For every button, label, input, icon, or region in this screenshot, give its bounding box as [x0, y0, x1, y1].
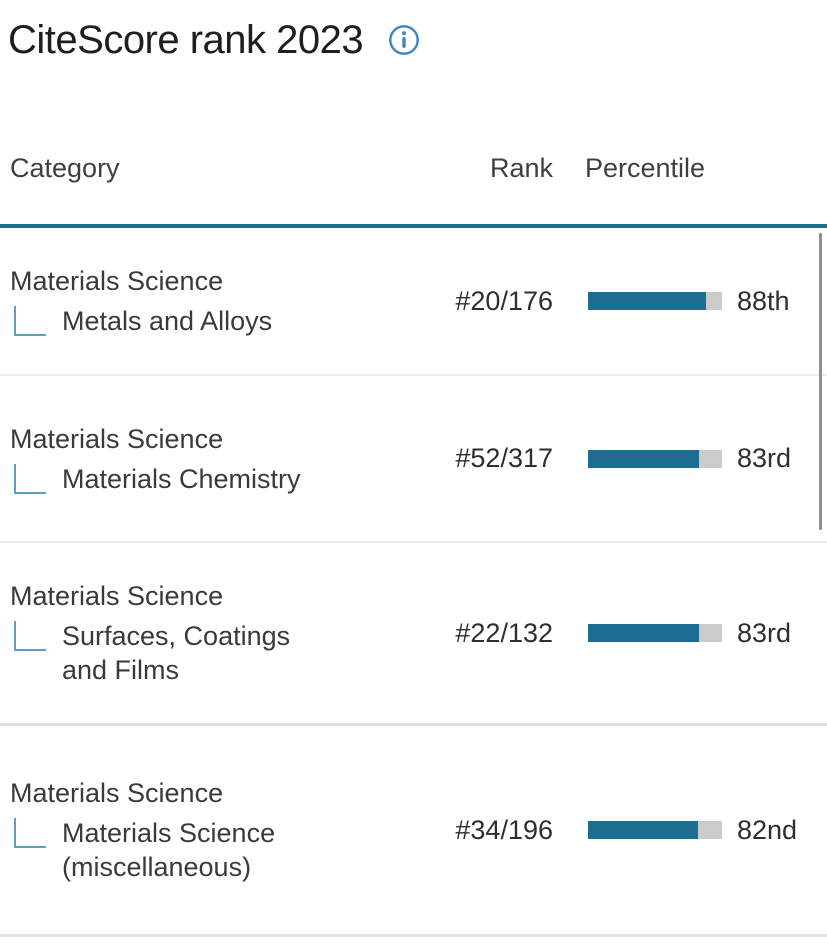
rank-value: #52/317: [455, 443, 553, 473]
tree-connector-icon: [14, 306, 46, 336]
subcategory-label: Surfaces, Coatings and Films: [62, 621, 291, 685]
rank-value: #20/176: [455, 285, 553, 316]
parent-category-label: Materials Science: [10, 581, 224, 611]
page-title: CiteScore rank 2023: [8, 18, 364, 62]
percentile-cell: 83rd: [553, 618, 827, 649]
tree-connector-icon: [14, 463, 46, 494]
subcategory-label: Materials Science (miscellaneous): [62, 818, 276, 882]
category-cell: Materials Science Metals and Alloys: [0, 264, 440, 338]
percentile-bar-fill: [588, 292, 706, 310]
percentile-bar-track: [588, 449, 722, 468]
category-cell: Materials Science Materials Science (mis…: [0, 776, 440, 884]
percentile-value: 83rd: [737, 443, 792, 473]
percentile-bar-track: [588, 624, 722, 642]
subcategory-label: Metals and Alloys: [62, 306, 273, 336]
subcategory-label: Materials Chemistry: [62, 463, 301, 494]
vertical-scrollbar-thumb[interactable]: [819, 233, 822, 530]
percentile-value: 88th: [737, 285, 790, 316]
tree-connector-icon: [14, 621, 46, 651]
percentile-bar-fill: [588, 624, 700, 642]
info-icon[interactable]: [387, 23, 421, 57]
table-row: Materials Science Materials Chemistry #5…: [0, 374, 827, 541]
info-icon-glyph: [389, 25, 420, 55]
percentile-cell: 83rd: [553, 443, 827, 474]
table-row: Materials Science Materials Science (mis…: [0, 723, 827, 934]
percentile-bar-track: [588, 292, 722, 310]
table-header-row: Category Rank Percentile: [0, 150, 827, 186]
table-body: Materials Science Metals and Alloys #20/…: [0, 228, 827, 937]
table-row: Materials Science Surfaces, Coatings and…: [0, 541, 827, 723]
percentile-bar-track: [588, 821, 722, 839]
percentile-value: 83rd: [737, 617, 792, 648]
category-cell: Materials Science Surfaces, Coatings and…: [0, 579, 440, 687]
rank-value: #22/132: [455, 617, 553, 648]
rank-value: #34/196: [455, 814, 553, 845]
category-cell: Materials Science Materials Chemistry: [0, 422, 440, 496]
percentile-bar-fill: [588, 821, 698, 839]
panel-header: CiteScore rank 2023: [0, 16, 827, 64]
parent-category-label: Materials Science: [10, 778, 224, 808]
table-header-rule: [0, 224, 827, 228]
column-header-category: Category: [10, 153, 120, 183]
percentile-bar-fill: [588, 449, 700, 468]
percentile-cell: 88th: [553, 286, 827, 317]
percentile-value: 82nd: [737, 814, 798, 845]
table-row: Materials Science Metals and Alloys #20/…: [0, 228, 827, 374]
tree-connector-icon: [14, 818, 46, 848]
column-header-percentile: Percentile: [585, 153, 706, 183]
parent-category-label: Materials Science: [10, 266, 224, 296]
column-header-rank: Rank: [489, 153, 553, 183]
parent-category-label: Materials Science: [10, 423, 224, 454]
percentile-cell: 82nd: [553, 815, 827, 846]
